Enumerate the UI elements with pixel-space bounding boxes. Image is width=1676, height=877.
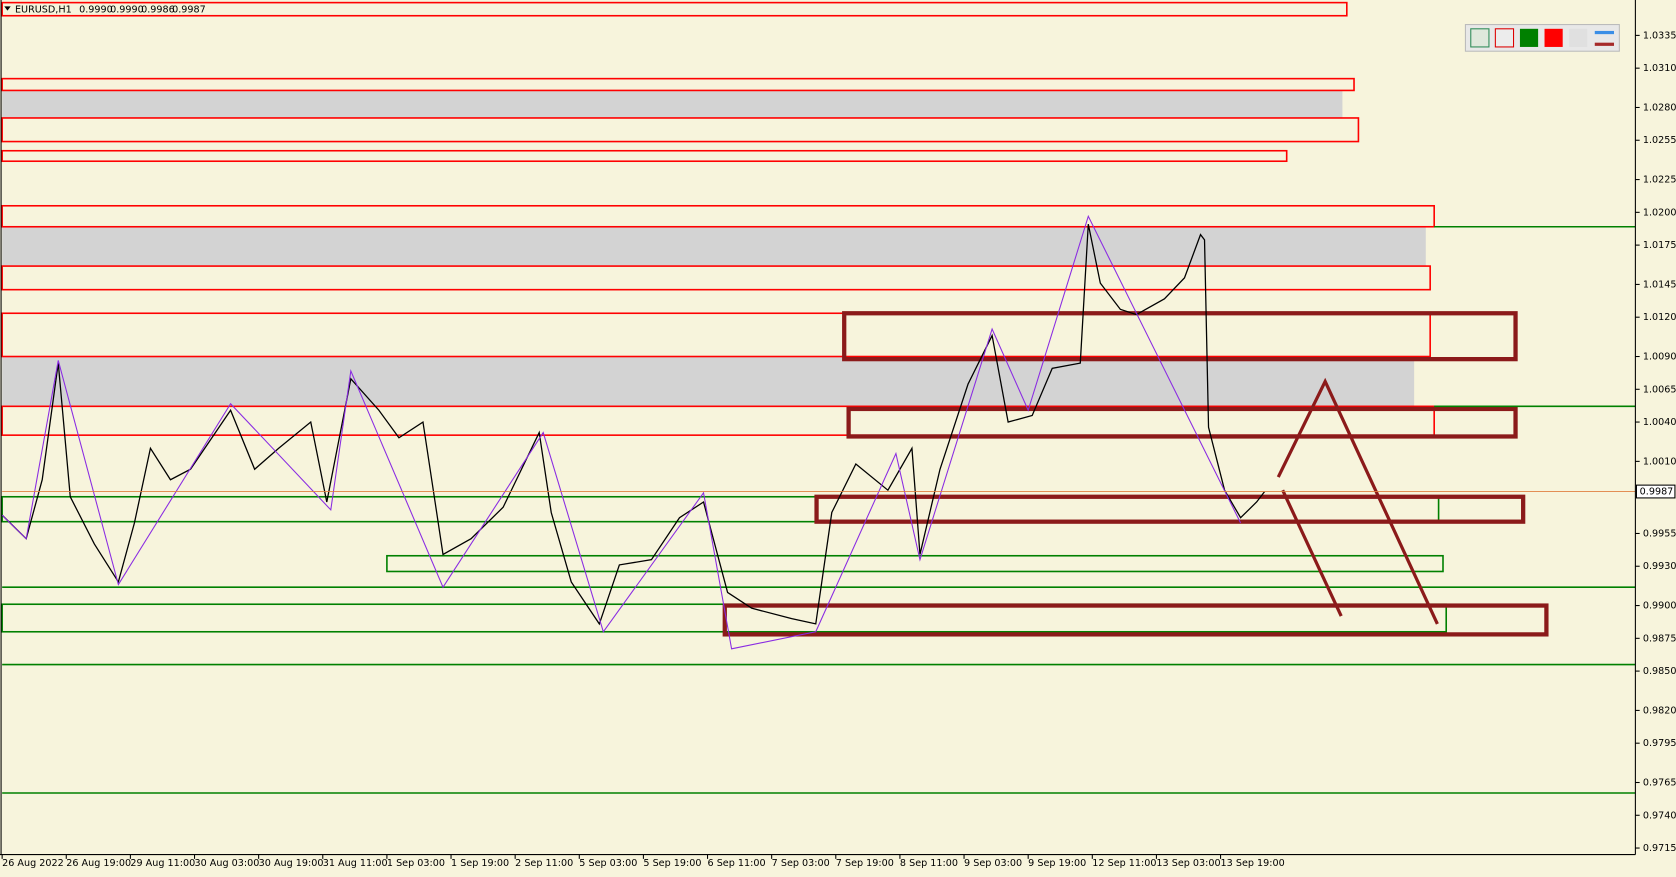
zone-red — [1, 1, 1348, 17]
zone-red — [1, 405, 1435, 436]
y-tick-label: 1.0175 — [1643, 240, 1676, 251]
zone-gray — [2, 226, 1426, 267]
symbol: EURUSD,H1 — [15, 5, 72, 16]
zone-red — [1, 77, 1355, 92]
y-tick-label: 0.9900 — [1643, 601, 1676, 612]
y-tick-label: 0.9820 — [1643, 705, 1676, 716]
zone-red — [1, 312, 1431, 358]
x-tick-label: 26 Aug 19:00 — [66, 858, 131, 869]
toolbar — [1464, 24, 1620, 52]
y-tick-label: 1.0255 — [1643, 135, 1676, 146]
zone-green — [1, 495, 1440, 523]
zone-red — [1, 149, 1288, 163]
forecast-arrow — [1281, 489, 1343, 617]
tool-button[interactable] — [1569, 28, 1588, 47]
x-tick-label: 6 Sep 11:00 — [708, 858, 766, 869]
ohlc-value: 0.9990 — [110, 5, 144, 16]
y-tick-label: 0.9765 — [1643, 778, 1676, 789]
toolbar-bg — [1464, 24, 1620, 52]
y-tick-label: 0.9715 — [1643, 843, 1676, 854]
x-tick-label: 9 Sep 19:00 — [1028, 858, 1086, 869]
zone-gray — [2, 90, 1343, 118]
last-price-box — [1635, 484, 1676, 499]
tool-button[interactable] — [1594, 42, 1615, 46]
zone-red — [1, 204, 1435, 228]
y-tick-label: 1.0040 — [1643, 417, 1676, 428]
y-tick-label: 1.0090 — [1643, 352, 1676, 363]
tool-button[interactable] — [1494, 28, 1515, 48]
y-tick-label: 1.0225 — [1643, 175, 1676, 186]
x-tick-label: 26 Aug 2022 — [2, 858, 64, 869]
ohlc-value: 0.9990 — [79, 5, 113, 16]
zone-gray — [2, 356, 1415, 407]
x-tick-label: 1 Sep 03:00 — [387, 858, 445, 869]
x-tick-label: 9 Sep 03:00 — [964, 858, 1022, 869]
x-tick-label: 12 Sep 11:00 — [1092, 858, 1156, 869]
zone-maroon — [722, 603, 1549, 637]
y-tick-label: 1.0335 — [1643, 30, 1676, 41]
x-tick-label: 31 Aug 11:00 — [323, 858, 388, 869]
menu-arrow[interactable] — [4, 6, 11, 11]
y-tick-label: 1.0120 — [1643, 312, 1676, 323]
zone-red — [1, 117, 1360, 143]
x-tick-label: 29 Aug 11:00 — [130, 858, 195, 869]
y-tick-label: 0.9955 — [1643, 528, 1676, 539]
x-tick-label: 30 Aug 19:00 — [259, 858, 324, 869]
ohlc-value: 0.9987 — [172, 5, 206, 16]
x-tick-label: 13 Sep 19:00 — [1221, 858, 1285, 869]
tool-button[interactable] — [1544, 28, 1563, 47]
x-tick-label: 7 Sep 03:00 — [772, 858, 830, 869]
y-tick-label: 1.0145 — [1643, 279, 1676, 290]
y-tick-label: 0.9875 — [1643, 633, 1676, 644]
x-tick-label: 5 Sep 19:00 — [643, 858, 701, 869]
zigzag-line — [1, 214, 1242, 650]
zone-maroon — [846, 406, 1518, 439]
y-tick-label: 1.0065 — [1643, 384, 1676, 395]
zone-red — [1, 265, 1431, 291]
header: EURUSD,H1 0.9990 0.9990 0.9986 0.9987 — [4, 5, 206, 16]
forecast-arrow — [1276, 377, 1439, 625]
tool-button[interactable] — [1594, 30, 1615, 35]
y-tick-label: 1.0280 — [1643, 102, 1676, 113]
x-tick-label: 7 Sep 19:00 — [836, 858, 894, 869]
x-tick-label: 8 Sep 11:00 — [900, 858, 958, 869]
zone-maroon — [814, 494, 1526, 524]
y-tick-label: 0.9740 — [1643, 810, 1676, 821]
zone-maroon — [842, 311, 1518, 362]
plot — [1, 1, 1636, 794]
y-tick-label: 1.0010 — [1643, 456, 1676, 467]
tool-button[interactable] — [1470, 28, 1490, 48]
x-tick-label: 5 Sep 03:00 — [579, 858, 637, 869]
tool-button[interactable] — [1519, 28, 1539, 47]
x-tick-label: 30 Aug 03:00 — [195, 858, 260, 869]
last-price-label: 0.9987 — [1640, 487, 1674, 498]
x-tick-label: 2 Sep 11:00 — [515, 858, 573, 869]
y-tick-label: 0.9930 — [1643, 561, 1676, 572]
zone-green — [386, 554, 1444, 573]
x-tick-label: 13 Sep 03:00 — [1156, 858, 1220, 869]
x-tick-label: 1 Sep 19:00 — [451, 858, 509, 869]
y-tick-label: 0.9850 — [1643, 666, 1676, 677]
ohlc-value: 0.9986 — [141, 5, 175, 16]
y-tick-label: 0.9795 — [1643, 738, 1676, 749]
y-tick-label: 1.0310 — [1643, 63, 1676, 74]
y-tick-label: 1.0200 — [1643, 207, 1676, 218]
